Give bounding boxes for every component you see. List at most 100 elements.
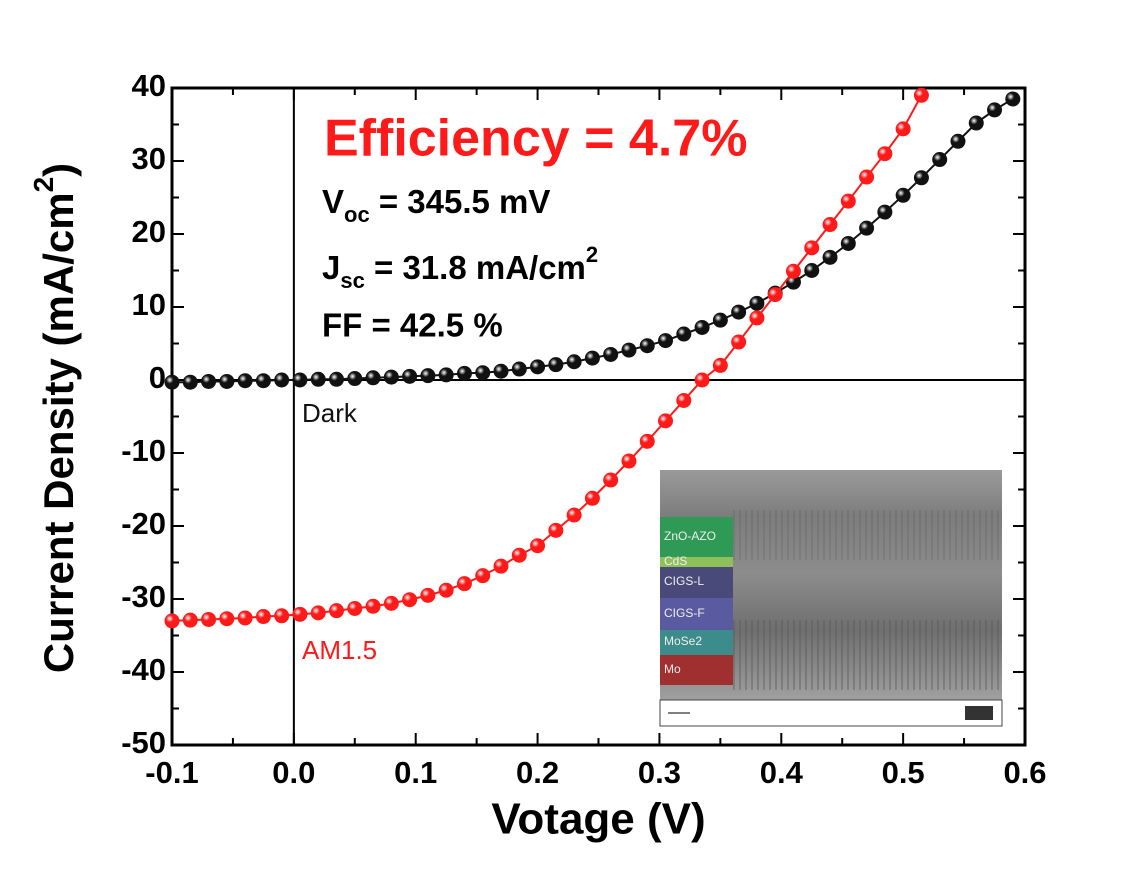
data-point xyxy=(329,371,345,387)
data-point xyxy=(749,295,765,311)
data-point xyxy=(438,367,454,383)
series-label: Dark xyxy=(302,398,358,428)
voc-annotation: Voc = 345.5 mV xyxy=(322,183,550,227)
data-point xyxy=(822,217,838,233)
inset-layer-label: CdS xyxy=(664,554,687,568)
data-point xyxy=(932,152,948,168)
data-point xyxy=(402,592,418,608)
y-tick-label: 0 xyxy=(149,360,166,395)
x-tick-label: -0.1 xyxy=(145,755,198,790)
data-point xyxy=(219,373,235,389)
data-point xyxy=(1005,91,1021,107)
data-point xyxy=(712,312,728,328)
data-point xyxy=(310,605,326,621)
data-point xyxy=(621,342,637,358)
data-point xyxy=(530,359,546,375)
data-point xyxy=(913,87,929,103)
data-point xyxy=(530,538,546,554)
y-tick-label: 10 xyxy=(132,287,166,322)
data-point xyxy=(639,338,655,354)
x-tick-label: 0.3 xyxy=(638,755,681,790)
data-point xyxy=(676,326,692,342)
y-tick-label: -20 xyxy=(121,506,166,541)
data-point xyxy=(566,507,582,523)
data-point xyxy=(731,304,747,320)
data-point xyxy=(182,374,198,390)
data-point xyxy=(365,370,381,386)
data-point xyxy=(438,582,454,598)
data-point xyxy=(694,372,710,388)
y-tick-label: -30 xyxy=(121,579,166,614)
inset-layer-label: MoSe2 xyxy=(664,634,702,648)
data-point xyxy=(877,146,893,162)
inset-layer-label: Mo xyxy=(664,662,681,676)
voc-part: = 345.5 mV xyxy=(370,183,551,220)
data-point xyxy=(475,365,491,381)
data-point xyxy=(785,274,801,290)
jsc-part: = 31.8 mA/cm xyxy=(365,249,586,286)
data-point xyxy=(584,350,600,366)
x-tick-label: 0.5 xyxy=(882,755,925,790)
y-tick-label: -40 xyxy=(121,652,166,687)
data-point xyxy=(347,371,363,387)
x-tick-label: 0.2 xyxy=(516,755,559,790)
data-point xyxy=(859,169,875,185)
y-tick-label: -50 xyxy=(121,725,166,760)
jsc-part: J xyxy=(322,249,340,286)
data-point xyxy=(859,220,875,236)
data-point xyxy=(913,170,929,186)
data-point xyxy=(201,611,217,627)
data-point xyxy=(420,368,436,384)
data-point xyxy=(584,490,600,506)
y-axis-label: Current Density (mA/cm2) xyxy=(28,163,82,673)
x-tick-label: 0.1 xyxy=(394,755,437,790)
data-point xyxy=(895,187,911,203)
data-point xyxy=(603,346,619,362)
y-axis-label-part: Current Density (mA/cm xyxy=(35,192,82,673)
data-point xyxy=(493,558,509,574)
data-point xyxy=(310,371,326,387)
data-point xyxy=(402,368,418,384)
inset-layer-label: ZnO-AZO xyxy=(664,529,716,543)
data-point xyxy=(237,610,253,626)
data-point xyxy=(237,373,253,389)
data-point xyxy=(968,115,984,131)
data-point xyxy=(511,361,527,377)
data-point xyxy=(347,600,363,616)
y-tick-label: -10 xyxy=(121,433,166,468)
data-point xyxy=(658,413,674,429)
data-point xyxy=(383,595,399,611)
data-point xyxy=(182,612,198,628)
data-point xyxy=(164,374,180,390)
y-tick-label: 40 xyxy=(132,68,166,103)
data-point xyxy=(274,608,290,624)
efficiency-annotation: Efficiency = 4.7% xyxy=(324,110,747,168)
jsc-sup: 2 xyxy=(586,242,598,267)
data-point xyxy=(493,363,509,379)
data-point xyxy=(548,357,564,373)
data-point xyxy=(767,287,783,303)
data-point xyxy=(658,333,674,349)
y-axis-label-sup: 2 xyxy=(28,177,59,193)
data-point xyxy=(895,121,911,137)
data-point xyxy=(255,373,271,389)
data-point xyxy=(822,249,838,265)
y-tick-label: 30 xyxy=(132,141,166,176)
data-point xyxy=(201,373,217,389)
data-point xyxy=(292,372,308,388)
y-tick-label: 20 xyxy=(132,214,166,249)
data-point xyxy=(255,609,271,625)
data-point xyxy=(676,392,692,408)
x-axis-label: Votage (V) xyxy=(491,795,705,844)
data-point xyxy=(383,369,399,385)
data-point xyxy=(365,598,381,614)
data-point xyxy=(420,587,436,603)
x-tick-label: 0.4 xyxy=(760,755,804,790)
data-point xyxy=(164,613,180,629)
jsc-annotation: Jsc = 31.8 mA/cm2 xyxy=(322,242,598,293)
data-point xyxy=(950,133,966,149)
data-point xyxy=(877,204,893,220)
ff-annotation: FF = 42.5 % xyxy=(322,307,503,344)
y-axis-label-part: ) xyxy=(35,163,82,177)
